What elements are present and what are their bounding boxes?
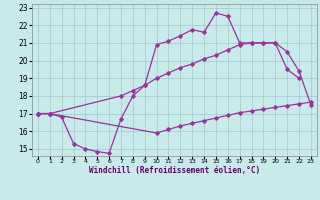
X-axis label: Windchill (Refroidissement éolien,°C): Windchill (Refroidissement éolien,°C)	[89, 166, 260, 175]
